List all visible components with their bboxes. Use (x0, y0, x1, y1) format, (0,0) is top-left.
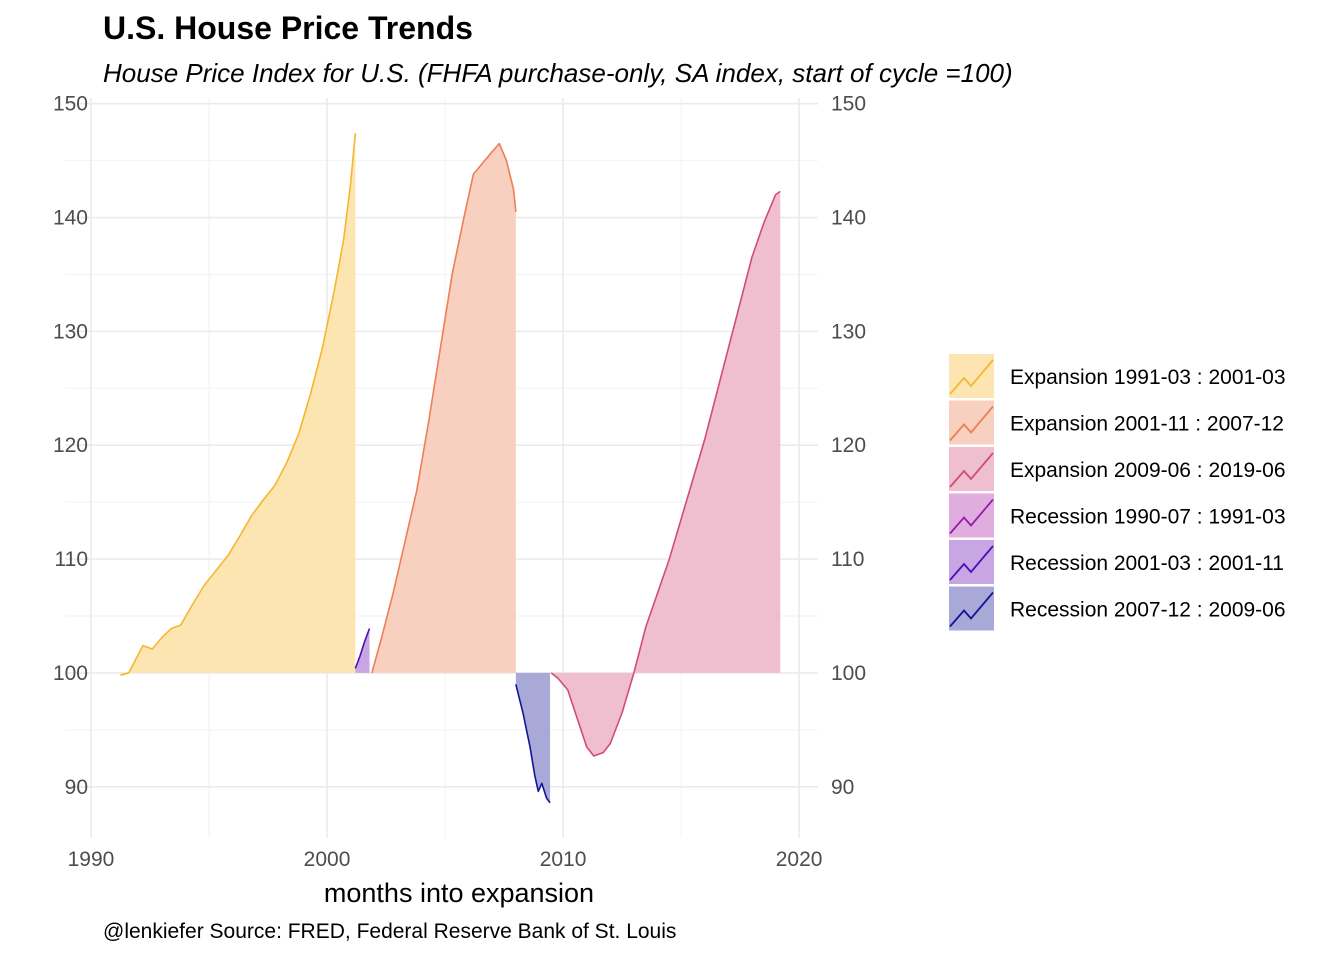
y-tick-label-right: 110 (831, 548, 864, 571)
x-tick-label: 1990 (68, 848, 115, 871)
legend-key-line-5 (949, 545, 994, 581)
legend-key-2 (949, 400, 994, 445)
y-tick-label-right: 90 (831, 776, 854, 799)
y-tick-label-right: 130 (831, 320, 866, 343)
y-tick-label-left: 100 (53, 662, 88, 685)
legend-label-1: Expansion 1991-03 : 2001-03 (1010, 366, 1286, 389)
area-series-1 (120, 133, 356, 676)
legend-key-6 (949, 586, 994, 631)
legend-label-4: Recession 1990-07 : 1991-03 (1010, 506, 1286, 529)
legend: Expansion 1991-03 : 2001-03 Expansion 200… (949, 354, 1286, 631)
line-series-2 (371, 142, 517, 674)
y-tick-label-left: 150 (53, 93, 88, 116)
area-series-3 (551, 191, 781, 757)
line-series-6 (515, 684, 551, 804)
y-tick-label-left: 130 (53, 320, 88, 343)
legend-key-3 (949, 447, 994, 491)
legend-key-5 (949, 540, 994, 584)
legend-key-1 (949, 354, 994, 398)
x-axis-title: months into expansion (324, 878, 594, 908)
y-tick-label-left: 120 (53, 434, 88, 457)
legend-label-2: Expansion 2001-11 : 2007-12 (1010, 413, 1284, 436)
legend-key-4 (949, 493, 994, 538)
area-series-2 (371, 143, 516, 673)
x-tick-label: 2010 (540, 848, 587, 871)
chart-title: U.S. House Price Trends (103, 10, 473, 46)
chart-subtitle: House Price Index for U.S. (FHFA purchas… (103, 58, 1013, 88)
legend-label-5: Recession 2001-03 : 2001-11 (1010, 552, 1284, 575)
axis-layer: 90 90 100 100 110 110 120 120 130 130 140 140 150 150… (53, 93, 866, 871)
line-series-3 (550, 190, 781, 757)
y-tick-label-left: 140 (53, 207, 88, 230)
y-tick-label-right: 120 (831, 434, 866, 457)
line-series-5 (354, 628, 371, 669)
line-series-1 (120, 133, 357, 676)
legend-key-line-4 (949, 498, 994, 535)
legend-key-line-1 (949, 359, 994, 395)
legend-label-6: Recession 2007-12 : 2009-06 (1010, 599, 1286, 622)
y-tick-label-right: 100 (831, 662, 866, 685)
y-tick-label-left: 110 (55, 548, 88, 571)
y-tick-label-left: 90 (65, 776, 88, 799)
line-layer (120, 133, 781, 804)
legend-label-3: Expansion 2009-06 : 2019-06 (1010, 459, 1286, 482)
legend-key-line-2 (949, 405, 994, 442)
area-series-6 (515, 672, 551, 803)
y-tick-label-right: 140 (831, 207, 866, 230)
area-layer (120, 133, 781, 803)
y-tick-label-right: 150 (831, 93, 866, 116)
legend-key-line-6 (949, 591, 994, 628)
legend-key-line-3 (949, 452, 994, 488)
x-tick-label: 2020 (776, 848, 823, 871)
x-tick-label: 2000 (304, 848, 351, 871)
chart-caption: @lenkiefer Source: FRED, Federal Reserve… (103, 920, 677, 943)
